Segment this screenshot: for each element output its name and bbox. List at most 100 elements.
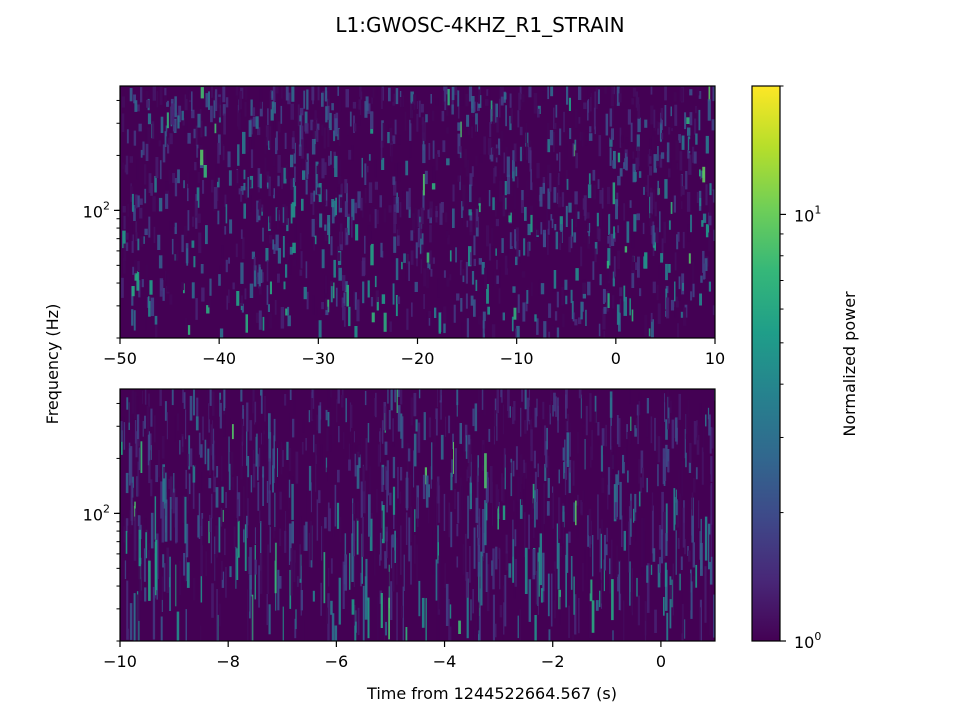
heatmap-cell xyxy=(249,283,254,298)
heatmap-cell xyxy=(481,389,484,410)
heatmap-cell xyxy=(193,128,196,139)
heatmap-cell xyxy=(162,464,165,505)
heatmap-cell xyxy=(283,167,287,184)
heatmap-cell xyxy=(496,259,498,270)
heatmap-cell xyxy=(148,431,150,461)
heatmap-cell xyxy=(158,527,161,542)
heatmap-cell xyxy=(244,524,247,571)
heatmap-cell xyxy=(552,405,554,417)
heatmap-cell xyxy=(646,398,649,414)
heatmap-cell xyxy=(134,391,137,420)
heatmap-cell xyxy=(650,564,653,575)
heatmap-cell xyxy=(460,89,464,106)
heatmap-cell xyxy=(687,150,690,159)
heatmap-cell xyxy=(401,261,403,270)
heatmap-cell xyxy=(616,86,620,106)
heatmap-cell xyxy=(484,453,487,489)
heatmap-cell xyxy=(710,456,713,482)
heatmap-cell xyxy=(712,86,715,102)
heatmap-cell xyxy=(370,243,374,266)
heatmap-cell xyxy=(449,604,452,619)
heatmap-cell xyxy=(594,126,596,135)
heatmap-cell xyxy=(123,215,126,230)
heatmap-cell xyxy=(498,288,501,304)
heatmap-cell xyxy=(619,287,623,297)
heatmap-cell xyxy=(620,593,622,611)
heatmap-cell xyxy=(169,133,173,145)
heatmap-cell xyxy=(273,541,276,561)
heatmap-cell xyxy=(682,507,685,548)
heatmap-cell xyxy=(684,112,687,130)
heatmap-cell xyxy=(661,491,664,535)
heatmap-cell xyxy=(332,282,335,299)
heatmap-cell xyxy=(252,116,256,127)
heatmap-cell xyxy=(273,113,276,133)
heatmap-cell xyxy=(636,134,640,151)
heatmap-cell xyxy=(262,474,264,506)
heatmap-cell xyxy=(453,304,456,323)
heatmap-cell xyxy=(698,109,701,131)
heatmap-cell xyxy=(601,477,605,493)
heatmap-cell xyxy=(274,542,277,594)
heatmap-cell xyxy=(617,225,620,233)
heatmap-cell xyxy=(437,542,439,560)
heatmap-cell xyxy=(361,198,364,218)
heatmap-cell xyxy=(391,534,394,548)
heatmap-cell xyxy=(300,590,303,611)
heatmap-cell xyxy=(356,451,360,489)
heatmap-cell xyxy=(421,244,424,265)
heatmap-cell xyxy=(312,195,315,215)
heatmap-cell xyxy=(675,417,678,442)
heatmap-cell xyxy=(169,294,173,305)
heatmap-cell xyxy=(562,505,565,522)
heatmap-cell xyxy=(173,473,175,493)
heatmap-cell xyxy=(565,295,568,305)
heatmap-cell xyxy=(147,540,150,551)
heatmap-cell xyxy=(263,434,266,464)
heatmap-cell xyxy=(471,166,474,177)
heatmap-cell xyxy=(193,389,195,416)
heatmap-cell xyxy=(675,530,677,575)
heatmap-cell xyxy=(495,148,499,158)
heatmap-cell xyxy=(499,605,503,618)
heatmap-cell xyxy=(285,164,288,179)
heatmap-cell xyxy=(219,402,222,429)
heatmap-cell xyxy=(284,132,287,149)
heatmap-cell xyxy=(285,264,288,278)
heatmap-cell xyxy=(650,86,653,95)
heatmap-cell xyxy=(609,557,612,594)
heatmap-cell xyxy=(517,615,519,639)
heatmap-cell xyxy=(145,264,149,282)
heatmap-cell xyxy=(523,473,526,505)
heatmap-cell xyxy=(208,478,212,489)
heatmap-cell xyxy=(671,579,674,608)
heatmap-cell xyxy=(330,600,333,615)
heatmap-cell xyxy=(638,491,641,507)
heatmap-cell xyxy=(575,205,578,227)
heatmap-cell xyxy=(657,464,659,487)
heatmap-cell xyxy=(600,579,602,604)
heatmap-cell xyxy=(197,171,200,183)
heatmap-cell xyxy=(429,201,433,218)
heatmap-cell xyxy=(161,436,165,459)
heatmap-cell xyxy=(332,508,335,538)
heatmap-cell xyxy=(707,559,709,571)
heatmap-cell xyxy=(551,218,554,229)
heatmap-cell xyxy=(284,206,288,225)
heatmap-cell xyxy=(445,583,449,626)
heatmap-cell xyxy=(710,482,713,525)
heatmap-cell xyxy=(235,546,237,589)
heatmap-cell xyxy=(466,578,469,639)
heatmap-cell xyxy=(681,579,683,634)
heatmap-cell xyxy=(553,107,555,129)
heatmap-cell xyxy=(677,570,680,626)
heatmap-cell xyxy=(287,315,291,327)
heatmap-cell xyxy=(540,498,544,534)
heatmap-cell xyxy=(588,548,591,594)
heatmap-cell xyxy=(267,544,269,594)
heatmap-cell xyxy=(211,583,214,618)
heatmap-cell xyxy=(121,277,124,298)
heatmap-cell xyxy=(200,264,204,274)
x-tick-label: 10 xyxy=(705,349,725,368)
heatmap-cell xyxy=(330,151,332,165)
